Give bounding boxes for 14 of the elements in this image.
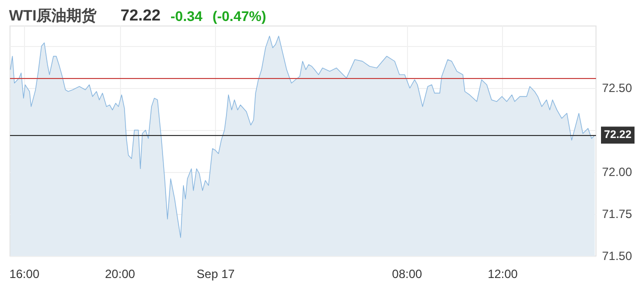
text: (-0.47%) (212, 8, 266, 24)
text: 72.22 (120, 8, 161, 24)
ref-line-label: 72.22 (604, 129, 632, 142)
y-tick-label: 72.00 (602, 165, 632, 180)
y-tick-label: 71.50 (602, 249, 632, 263)
x-tick-label: 20:00 (105, 267, 136, 281)
x-tick-label: 08:00 (392, 267, 422, 281)
chart-title: WTI原油期货 (9, 8, 98, 24)
text: -0.34 (170, 8, 203, 24)
y-tick-label: 72.50 (602, 81, 632, 96)
x-tick-label: 16:00 (9, 267, 40, 281)
x-tick-label: 12:00 (488, 267, 518, 281)
x-tick-label: Sep 17 (196, 267, 236, 281)
y-tick-label: 71.75 (602, 207, 632, 222)
